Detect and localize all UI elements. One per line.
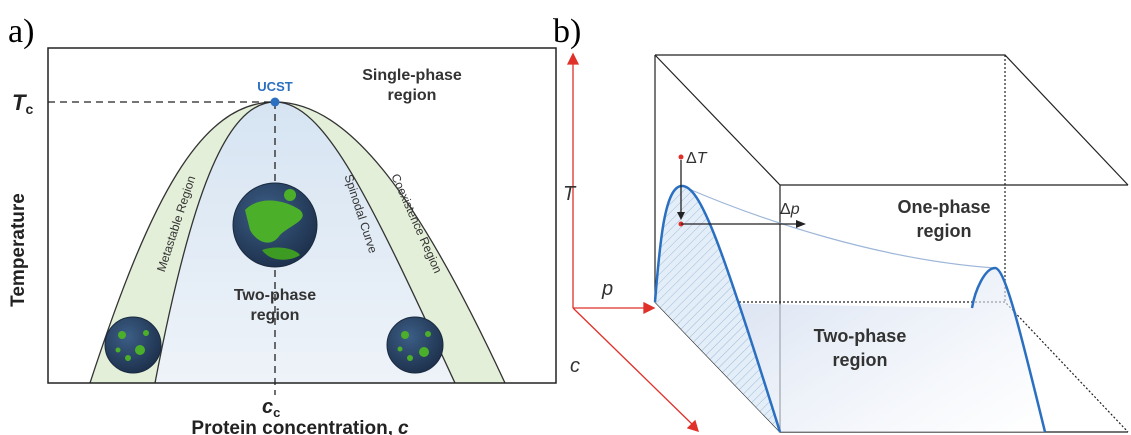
delta-p-label: Δp [780, 201, 800, 218]
two-phase-surface [655, 186, 1045, 432]
c-axis-label: c [570, 355, 580, 377]
panel-label: b) [553, 13, 581, 50]
tc-label: Tc [12, 90, 33, 117]
y-axis-label: Temperature [8, 193, 29, 307]
two-phase-line: Two-phase [814, 326, 907, 346]
start-point [678, 154, 684, 160]
one-phase-label: One-phase region [897, 197, 990, 241]
delta-t-head [677, 212, 685, 220]
droplet-icons [104, 182, 444, 374]
axes-frame [47, 47, 557, 384]
single-phase-line: region [388, 87, 437, 104]
cc-main: c [262, 396, 273, 418]
t-axis-label: T [563, 183, 577, 205]
single-phase-line: Single-phase [362, 67, 462, 84]
one-phase-line: region [916, 221, 971, 241]
cc-sub: c [273, 405, 280, 420]
delta-symbol: Δ [686, 150, 697, 167]
delta-var: p [790, 201, 800, 218]
x-axis-text: Protein concentration, [191, 418, 393, 435]
two-phase-3d-label: Two-phase region [814, 326, 907, 370]
red-axes [566, 52, 699, 432]
cc-label: cc [262, 396, 280, 420]
one-phase-line: One-phase [897, 197, 990, 217]
ucst-label: UCST [257, 79, 292, 94]
x-axis-var: c [398, 418, 409, 435]
front-binodal [653, 184, 782, 433]
x-axis-label: Protein concentration, c [191, 418, 409, 435]
surface-ridge [681, 185, 996, 269]
two-phase-line: Two-phase [234, 287, 316, 304]
back-binodal [970, 266, 1047, 433]
delta-var: T [697, 150, 708, 167]
panel-label: a) [8, 13, 34, 50]
delta-symbol: Δ [780, 201, 791, 218]
tc-sub: c [25, 101, 33, 117]
tc-main: T [12, 90, 27, 115]
delta-p-head [796, 220, 806, 228]
two-phase-line: region [251, 307, 300, 324]
p-axis-label: p [601, 278, 613, 300]
ucst-point [270, 97, 280, 107]
delta-t-label: ΔT [686, 150, 708, 167]
front-face [655, 186, 780, 432]
single-phase-label: Single-phase region [362, 67, 462, 104]
two-phase-label: Two-phase region [234, 287, 316, 324]
two-phase-line: region [832, 350, 887, 370]
